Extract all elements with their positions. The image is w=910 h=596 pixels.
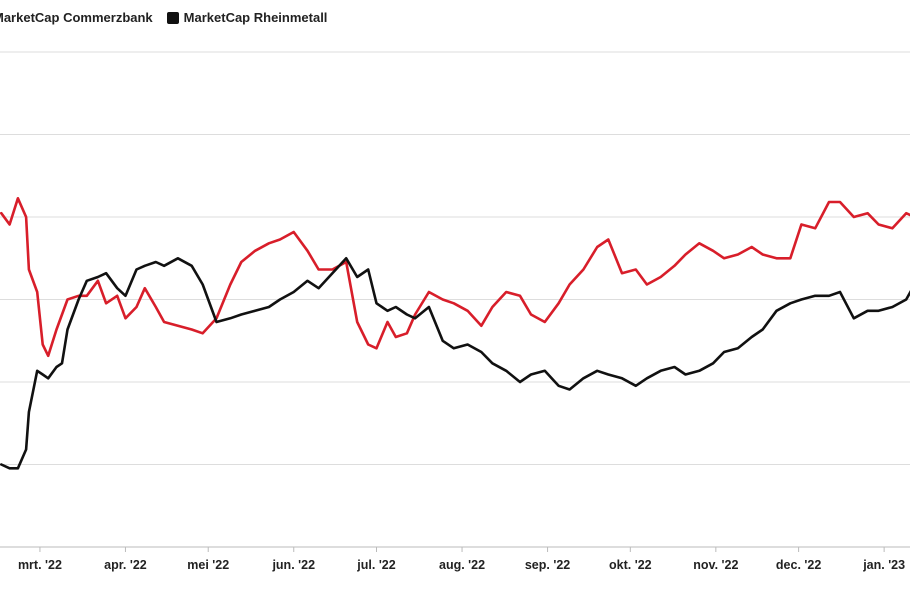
legend-item-commerzbank[interactable]: MarketCap Commerzbank bbox=[0, 10, 153, 25]
x-tick-label: okt. '22 bbox=[609, 558, 652, 572]
x-tick-label: apr. '22 bbox=[104, 558, 147, 572]
x-tick-label: sep. '22 bbox=[525, 558, 570, 572]
legend-label-rheinmetall: MarketCap Rheinmetall bbox=[183, 10, 328, 25]
x-tick-label: jul. '22 bbox=[356, 558, 395, 572]
x-axis-ticks: mrt. '22 apr. '22 mei '22 jun. '22 jul. '22 a… bbox=[18, 547, 905, 572]
chart-legend: MarketCap Commerzbank MarketCap Rheinmet… bbox=[0, 10, 335, 25]
x-tick-label: mei '22 bbox=[187, 558, 229, 572]
legend-swatch-rheinmetall bbox=[166, 11, 179, 24]
chart-grid bbox=[0, 51, 910, 548]
x-tick-label: dec. '22 bbox=[776, 558, 821, 572]
x-tick-label: aug. '22 bbox=[439, 558, 485, 572]
series-line-rheinmetall[interactable] bbox=[0, 256, 910, 470]
series-line-commerzbank[interactable] bbox=[0, 197, 910, 358]
x-tick-label: jan. '23 bbox=[862, 558, 905, 572]
x-tick-label: mrt. '22 bbox=[18, 558, 62, 572]
x-tick-label: jun. '22 bbox=[271, 558, 315, 572]
legend-label-commerzbank: MarketCap Commerzbank bbox=[0, 10, 153, 25]
chart-series bbox=[0, 197, 910, 470]
legend-item-rheinmetall[interactable]: MarketCap Rheinmetall bbox=[166, 10, 328, 25]
x-tick-label: nov. '22 bbox=[693, 558, 738, 572]
